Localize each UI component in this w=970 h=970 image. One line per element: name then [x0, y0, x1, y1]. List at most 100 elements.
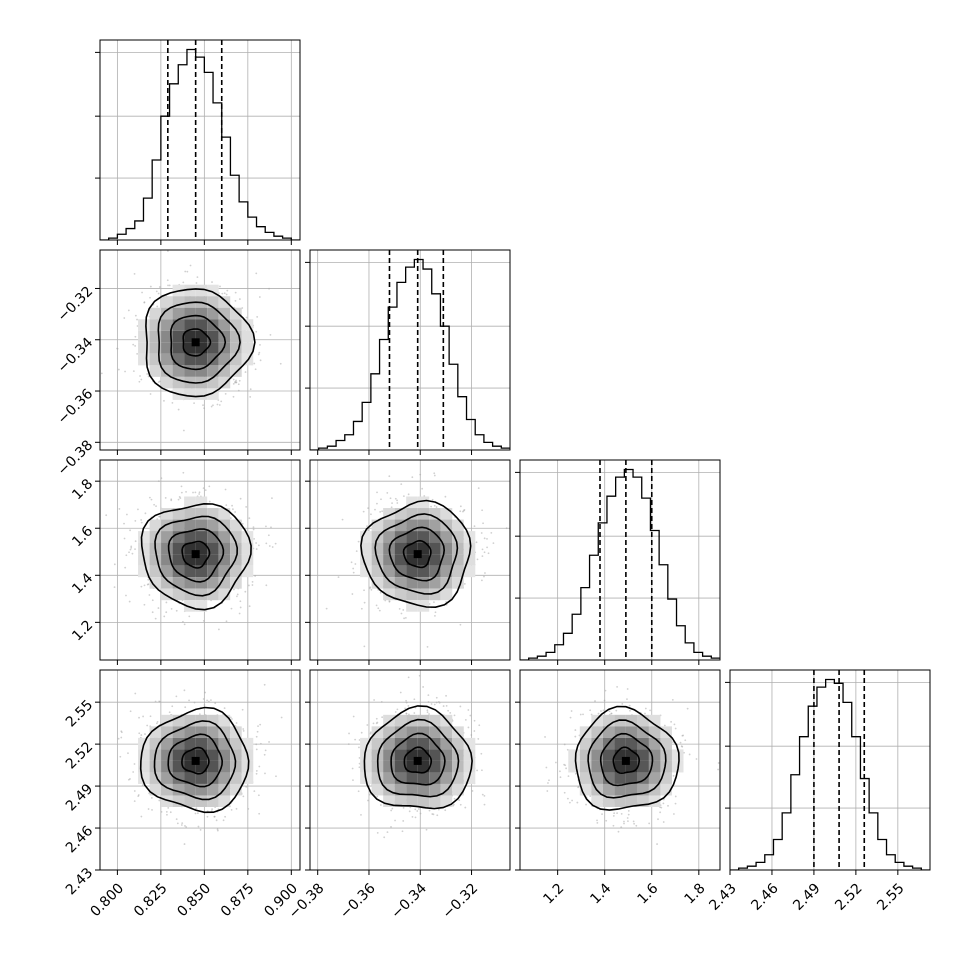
density-cell [406, 565, 418, 578]
density-cell [161, 376, 173, 389]
scatter-point [235, 595, 238, 598]
density-cell [138, 542, 150, 555]
scatter-point [257, 725, 259, 728]
scatter-point [248, 517, 251, 520]
scatter-point [396, 502, 399, 504]
scatter-point [433, 474, 436, 477]
density-cell [440, 565, 453, 578]
scatter-point [464, 719, 467, 721]
density-cell [406, 577, 418, 589]
scatter-point [127, 778, 130, 781]
scatter-point [391, 807, 394, 810]
scatter-point [366, 525, 368, 527]
scatter-point [569, 716, 572, 719]
scatter-point [231, 718, 233, 720]
scatter-point [239, 497, 242, 500]
density-cell [218, 531, 231, 543]
scatter-point [403, 617, 405, 620]
density-cell [230, 307, 242, 320]
density-cell [172, 508, 185, 520]
density-cell [602, 726, 615, 738]
scatter-point [484, 572, 486, 574]
contour-0 [403, 746, 433, 774]
scatter-point [629, 709, 631, 712]
scatter-point [442, 705, 445, 707]
scatter-point [350, 561, 353, 564]
scatter-point [376, 502, 378, 505]
scatter-point [176, 822, 179, 825]
scatter-point [255, 272, 258, 275]
scatter-point [437, 700, 440, 703]
density-cell [440, 531, 453, 543]
scatter-point [547, 782, 549, 784]
scatter-point [259, 723, 262, 726]
density-cell [161, 353, 173, 366]
scatter-point [204, 489, 207, 492]
scatter-point [469, 714, 472, 717]
scatter-point [481, 555, 484, 558]
density-cell [184, 519, 196, 532]
scatter-point [167, 284, 169, 287]
density-cell [230, 330, 242, 343]
density-cell [371, 783, 384, 796]
contour-3 [140, 502, 252, 611]
xtick-label: 2.43 [706, 880, 739, 913]
scatter-point [367, 799, 369, 802]
scatter-point [375, 717, 378, 720]
scatter-point [255, 770, 258, 772]
scatter-point [168, 711, 171, 714]
scatter-point [253, 537, 255, 540]
density-cell [195, 365, 208, 377]
scatter-point [431, 498, 434, 501]
density-cell [207, 737, 219, 750]
scatter-point [379, 591, 382, 594]
density-cell [172, 772, 185, 784]
density-cell [172, 760, 185, 773]
scatter-point [158, 286, 161, 288]
density-cell [184, 714, 196, 727]
density-cell [660, 772, 672, 784]
scatter-point [310, 737, 312, 739]
scatter-point [570, 710, 573, 712]
scatter-point [548, 779, 550, 782]
density-cell [149, 554, 162, 566]
density-cell [184, 726, 196, 738]
density-cell [172, 714, 185, 727]
scatter-point [398, 607, 401, 610]
density-cell [149, 726, 162, 738]
scatter-point [236, 593, 239, 596]
density-cell [149, 342, 162, 354]
scatter-point [418, 674, 421, 677]
scatter-point [248, 584, 250, 587]
density-cell [207, 795, 219, 807]
scatter-point [140, 519, 143, 521]
scatter-point [390, 506, 393, 509]
scatter-point [559, 776, 562, 779]
panel-content [520, 460, 720, 660]
density-cell [241, 330, 254, 343]
scatter-point [221, 292, 224, 295]
density-cell [184, 749, 196, 761]
density-cell [463, 749, 476, 761]
xtick-label: 1.4 [587, 880, 614, 907]
density-cell [648, 795, 661, 807]
scatter-point [255, 743, 258, 746]
scatter-point [481, 793, 484, 796]
scatter-point [369, 732, 372, 735]
density-cell [637, 726, 649, 738]
scatter-point [232, 382, 235, 385]
scatter-point [386, 492, 389, 494]
density-cell [417, 795, 430, 807]
scatter-point [256, 730, 259, 733]
scatter-point [255, 772, 258, 775]
contour-2 [374, 513, 459, 595]
scatter-point [380, 700, 383, 703]
density-cell [149, 565, 162, 578]
scatter-point [143, 603, 146, 606]
scatter-point [264, 749, 267, 752]
density-cell [172, 795, 185, 807]
panel-frame [99, 459, 301, 661]
density-cell [207, 760, 219, 773]
scatter-point [197, 825, 200, 828]
plot-root: −0.38−0.36−0.34−0.321.21.41.61.80.800 0.8… [55, 39, 931, 922]
